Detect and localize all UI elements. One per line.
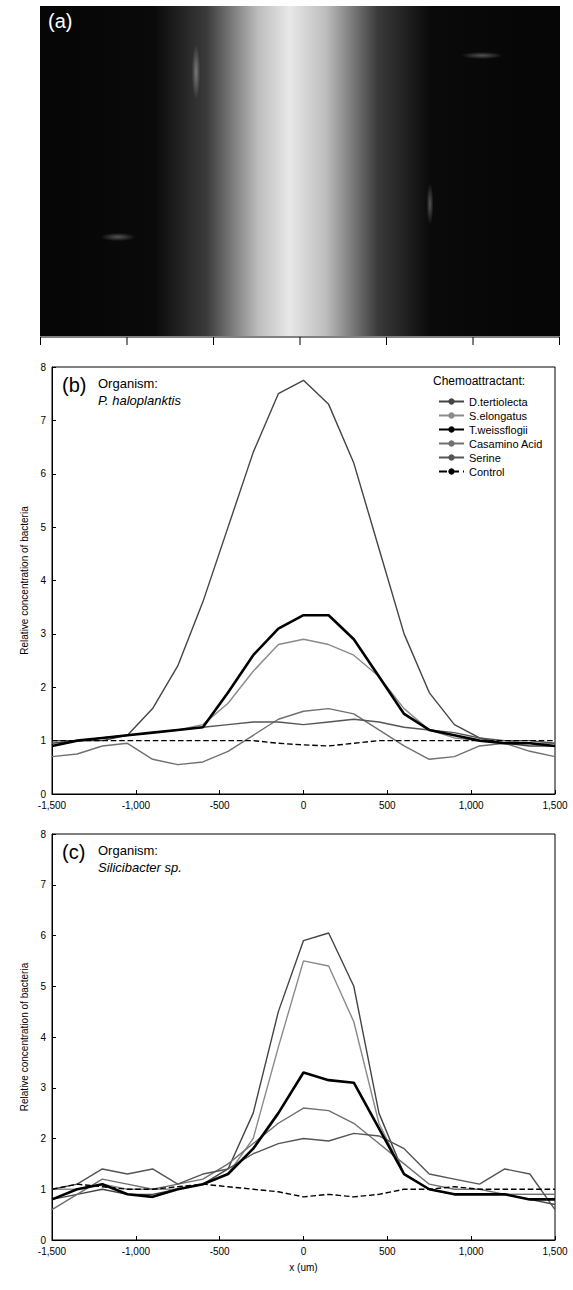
svg-text:Serine: Serine xyxy=(469,452,501,464)
svg-text:500: 500 xyxy=(379,1246,396,1257)
svg-text:1,500: 1,500 xyxy=(542,1246,567,1257)
svg-text:(c): (c) xyxy=(62,841,85,863)
svg-text:x (um): x (um) xyxy=(289,1262,317,1273)
svg-text:3: 3 xyxy=(40,628,46,639)
svg-text:Relative concentration of bact: Relative concentration of bacteria xyxy=(19,506,30,655)
svg-text:0: 0 xyxy=(301,1246,307,1257)
svg-text:1: 1 xyxy=(40,735,46,746)
svg-text:-500: -500 xyxy=(210,1246,230,1257)
svg-text:8: 8 xyxy=(40,362,46,373)
svg-text:1,000: 1,000 xyxy=(459,800,484,811)
html-text:(a): (a) xyxy=(48,10,73,32)
svg-text:-1,000: -1,000 xyxy=(122,1246,151,1257)
svg-text:7: 7 xyxy=(40,879,46,890)
svg-text:2: 2 xyxy=(40,682,46,693)
svg-text:Relative concentration of bact: Relative concentration of bacteria xyxy=(19,962,30,1111)
svg-text:7: 7 xyxy=(40,415,46,426)
svg-text:2: 2 xyxy=(40,1133,46,1144)
svg-text:4: 4 xyxy=(40,1032,46,1043)
svg-text:-1,000: -1,000 xyxy=(122,800,151,811)
svg-text:0: 0 xyxy=(301,800,307,811)
svg-text:Control: Control xyxy=(469,466,504,478)
svg-text:Silicibacter sp.: Silicibacter sp. xyxy=(98,860,182,875)
svg-text:Organism:: Organism: xyxy=(98,843,158,858)
svg-text:-500: -500 xyxy=(210,800,230,811)
svg-text:0: 0 xyxy=(40,1235,46,1246)
svg-text:P. haloplanktis: P. haloplanktis xyxy=(98,393,181,408)
svg-text:8: 8 xyxy=(40,829,46,840)
svg-text:-1,500: -1,500 xyxy=(38,800,67,811)
svg-text:Casamino Acid: Casamino Acid xyxy=(469,438,542,450)
svg-text:500: 500 xyxy=(379,800,396,811)
svg-text:1,000: 1,000 xyxy=(459,1246,484,1257)
svg-text:5: 5 xyxy=(40,522,46,533)
svg-text:D.tertiolecta: D.tertiolecta xyxy=(469,396,529,408)
svg-text:0: 0 xyxy=(40,789,46,800)
svg-text:3: 3 xyxy=(40,1082,46,1093)
svg-text:4: 4 xyxy=(40,575,46,586)
svg-text:Chemoattractant:: Chemoattractant: xyxy=(433,374,525,388)
svg-text:6: 6 xyxy=(40,930,46,941)
svg-text:6: 6 xyxy=(40,468,46,479)
svg-text:S.elongatus: S.elongatus xyxy=(469,410,528,422)
svg-text:1,500: 1,500 xyxy=(542,800,567,811)
svg-text:T.weissflogii: T.weissflogii xyxy=(469,424,528,436)
svg-text:5: 5 xyxy=(40,981,46,992)
svg-text:Organism:: Organism: xyxy=(98,376,158,391)
svg-text:(b): (b) xyxy=(62,374,86,396)
svg-text:-1,500: -1,500 xyxy=(38,1246,67,1257)
svg-text:1: 1 xyxy=(40,1184,46,1195)
